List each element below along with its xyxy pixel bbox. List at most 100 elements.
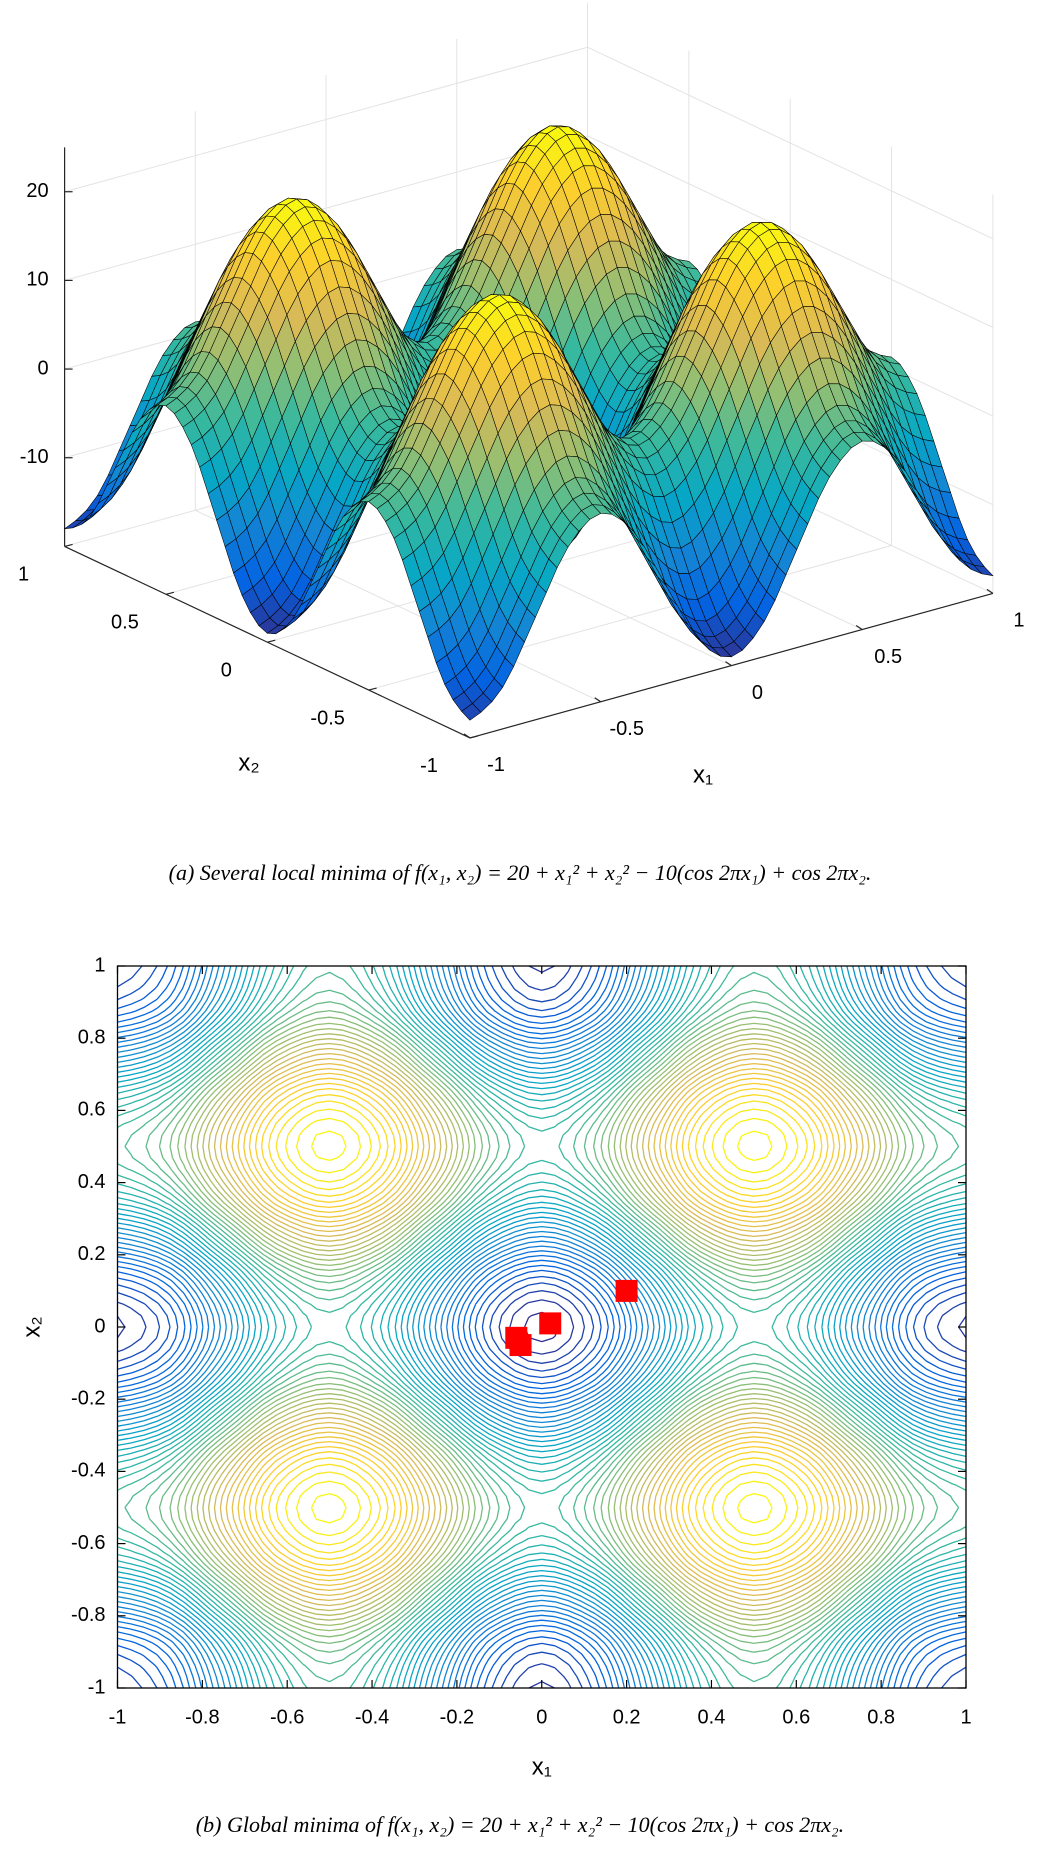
y-tick-label: -0.4 — [71, 1460, 105, 1482]
y-tick-label: 0.8 — [78, 1026, 106, 1048]
contour-line — [158, 1001, 925, 1653]
caption: (a) Several local minima of f(x₁, x₂) = … — [169, 860, 872, 885]
contour-line — [117, 965, 967, 1689]
contour-line — [190, 1027, 894, 1627]
x-tick-label: 0.5 — [874, 646, 902, 668]
grid-line — [587, 135, 994, 328]
contour-line — [268, 1094, 816, 1560]
contour-line — [243, 1072, 841, 1582]
x-tick-label: 1 — [1013, 610, 1024, 632]
y-axis-label: x₂ — [238, 749, 259, 776]
caption: (b) Global minima of f(x₁, x₂) = 20 + x₁… — [196, 1812, 844, 1837]
contour-line — [117, 965, 967, 1689]
contour-line — [117, 965, 967, 1689]
x-tick — [594, 697, 602, 703]
contour-line — [260, 1087, 823, 1567]
contour-line — [219, 1052, 864, 1602]
y-tick — [165, 591, 175, 595]
contour-line — [117, 965, 967, 1689]
y-tick — [64, 543, 73, 547]
contour-line — [145, 989, 939, 1665]
contour-line — [117, 965, 967, 1689]
x-tick-label: 0.2 — [613, 1706, 641, 1728]
y-tick-label: -0.5 — [310, 707, 344, 729]
surface-patch — [461, 703, 482, 721]
contour-line — [184, 1022, 900, 1632]
x-tick-label: 0 — [536, 1706, 547, 1728]
contour-line — [231, 1062, 852, 1592]
x-tick-label: -0.6 — [270, 1706, 304, 1728]
z-tick-label: 20 — [26, 180, 48, 202]
x-tick-label: -1 — [109, 1706, 127, 1728]
contour-line — [117, 965, 967, 1689]
x-tick-label: -1 — [487, 754, 505, 776]
y-tick-label: 0.6 — [78, 1099, 106, 1121]
contour-line — [117, 965, 967, 1689]
contour-line — [117, 965, 967, 1689]
y-tick-label: -0.2 — [71, 1387, 105, 1409]
contour-line — [284, 1108, 799, 1546]
contour-line — [117, 965, 967, 1689]
contour-line — [207, 1042, 876, 1612]
y-tick-label: 0.4 — [78, 1171, 106, 1193]
contour-line — [295, 1117, 788, 1537]
x-tick — [725, 661, 732, 667]
contour-line — [213, 1047, 870, 1607]
x-tick-label: 0.8 — [867, 1706, 895, 1728]
minimum-marker — [615, 1279, 638, 1302]
x-axis-label: x₁ — [693, 761, 713, 788]
minimum-marker — [539, 1312, 562, 1335]
x-tick-label: -0.5 — [609, 718, 643, 740]
grid-line — [64, 135, 588, 281]
contour-line — [117, 965, 967, 1689]
contour-line — [117, 965, 967, 1689]
x-tick-label: -0.4 — [355, 1706, 389, 1728]
y-tick-label: -1 — [420, 755, 438, 777]
contour-line — [117, 965, 967, 1689]
y-tick-label: -0.6 — [71, 1532, 105, 1554]
contour-line — [117, 965, 967, 1689]
y-tick — [368, 687, 377, 691]
contour-line — [117, 965, 967, 1689]
z-tick-label: -10 — [20, 446, 49, 468]
contour-line — [117, 965, 967, 1689]
contour-line — [196, 1033, 887, 1621]
contour-line — [117, 965, 967, 1689]
x-tick — [463, 733, 471, 739]
contour-chart: -1 -0.8 -0.6 -0.4 -0.2 0 0.2 0.4 0.6 0.8 1 -1 -0.8 -0… — [18, 954, 971, 1780]
y-tick-label: 0 — [94, 1315, 105, 1337]
x-tick-label: 0.6 — [782, 1706, 810, 1728]
contour-line — [169, 1009, 915, 1645]
grid-line — [64, 46, 588, 193]
y-tick-label: 0.2 — [78, 1243, 106, 1265]
y-tick-label: -1 — [88, 1676, 106, 1698]
y-tick-label: 1 — [18, 564, 29, 586]
contour-line — [117, 965, 967, 1689]
minimum-marker — [509, 1334, 532, 1357]
contour-line — [275, 1100, 808, 1554]
grid-line — [587, 46, 994, 240]
contour-line — [117, 965, 967, 1689]
contour-line — [202, 1038, 882, 1616]
y-tick-label: -0.8 — [71, 1604, 105, 1626]
y-tick — [469, 735, 479, 739]
contour-line — [117, 965, 967, 1689]
y-tick — [267, 639, 276, 643]
x-tick-label: 0.4 — [698, 1706, 726, 1728]
surface-chart: -10 0 10 20 -1 -0.5 0 0.5 1 -1 -0.5 0 0.5 1 x₂ x₁ — [18, 2, 1024, 788]
contour-line — [177, 1016, 907, 1638]
x-tick — [986, 588, 994, 594]
z-tick-label: 10 — [26, 269, 48, 291]
contour-line — [117, 965, 967, 1689]
z-tick-label: 0 — [37, 357, 48, 379]
contour-line — [117, 965, 967, 1689]
y-tick-label: 0 — [221, 659, 232, 681]
x-tick-label: -0.2 — [440, 1706, 474, 1728]
contour-line — [310, 1130, 773, 1524]
x-tick-label: 0 — [752, 682, 763, 704]
contour-line — [237, 1067, 847, 1587]
contour-line — [254, 1082, 829, 1572]
y-axis-label: x₂ — [18, 1316, 45, 1337]
